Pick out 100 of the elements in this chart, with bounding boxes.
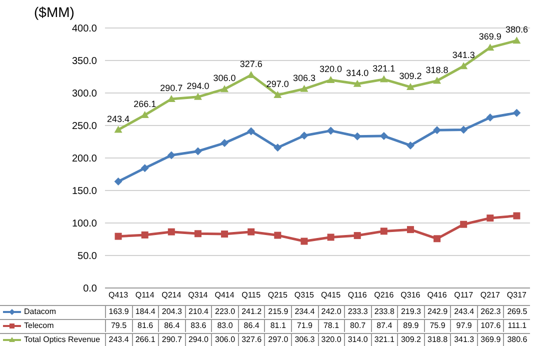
point — [353, 80, 362, 87]
point — [274, 144, 282, 152]
point — [247, 127, 256, 136]
point — [194, 230, 202, 238]
text: 306.3 — [292, 72, 316, 83]
x-tick-label: Q416 — [427, 290, 448, 300]
data-label: 71.9 — [292, 320, 318, 332]
point — [326, 76, 335, 83]
data-label: 297.0 — [265, 334, 291, 346]
point — [221, 230, 228, 238]
point — [300, 238, 308, 245]
data-label: 242.0 — [318, 306, 344, 318]
text: 297.0 — [266, 78, 289, 89]
data-label: 321.1 — [372, 334, 398, 346]
point — [460, 220, 468, 228]
data-label: 81.6 — [132, 320, 158, 332]
y-axis-title: ($MM) — [34, 4, 74, 20]
y-tick-label: 150.0 — [72, 186, 98, 198]
y-tick-label: 0.0 — [83, 284, 98, 295]
text: 341.3 — [452, 50, 475, 60]
data-label: 320.0 — [318, 334, 344, 346]
x-tick-label: Q214 — [162, 290, 182, 300]
data-label: 269.5 — [504, 306, 530, 318]
point — [140, 164, 149, 172]
point — [274, 90, 282, 98]
point — [274, 232, 282, 239]
text: 309.2 — [399, 71, 422, 82]
data-label: 327.6 — [238, 334, 264, 346]
x-tick-label: Q115 — [242, 290, 262, 300]
x-tick-label: Q413 — [108, 290, 129, 300]
text: 320.0 — [320, 64, 342, 74]
data-label: 184.4 — [132, 306, 158, 318]
y-tick-label: 50.0 — [78, 251, 98, 262]
data-label: 243.4 — [451, 306, 477, 318]
point — [327, 234, 334, 241]
point — [194, 147, 202, 156]
text: 318.8 — [426, 64, 448, 75]
point — [513, 212, 520, 220]
point — [353, 132, 362, 140]
text: 327.6 — [240, 59, 262, 70]
data-label: 219.3 — [398, 306, 424, 318]
text: 321.1 — [372, 63, 396, 74]
point — [406, 141, 414, 150]
x-tick-label: Q114 — [135, 290, 155, 300]
data-label: 290.7 — [159, 334, 185, 346]
data-label: 210.4 — [186, 306, 212, 318]
point — [380, 75, 388, 82]
legend-label: Telecom — [24, 321, 54, 330]
point — [433, 76, 442, 84]
x-tick-label: Q217 — [480, 290, 500, 300]
data-label: 233.8 — [372, 306, 398, 318]
data-label: 242.9 — [424, 306, 450, 318]
x-tick-label: Q316 — [400, 290, 421, 300]
text: 380.6 — [505, 24, 528, 35]
data-label: 306.3 — [292, 334, 318, 346]
x-tick-label: Q117 — [454, 290, 474, 300]
data-label: 266.1 — [132, 334, 158, 346]
data-label: 81.1 — [265, 320, 291, 332]
data-label: 341.3 — [451, 334, 477, 346]
point — [168, 228, 175, 236]
point — [486, 214, 494, 222]
x-tick-label: Q415 — [320, 290, 342, 300]
y-tick-label: 100.0 — [72, 218, 98, 230]
point — [220, 85, 229, 92]
data-label: 223.0 — [212, 306, 238, 318]
data-label: 83.0 — [212, 320, 238, 332]
data-label: 318.8 — [424, 334, 450, 346]
data-label: 83.6 — [186, 320, 212, 332]
y-tick-label: 350.0 — [72, 56, 98, 68]
legend-label: Datacom — [24, 307, 56, 316]
x-tick-label: Q317 — [506, 290, 528, 300]
point — [114, 126, 122, 133]
data-label: 380.6 — [504, 334, 530, 346]
point — [512, 108, 521, 117]
x-tick-label: Q315 — [294, 290, 315, 300]
data-label: 233.3 — [345, 306, 371, 318]
data-label: 294.0 — [186, 334, 212, 346]
data-label: 243.4 — [106, 334, 132, 346]
text: 243.4 — [107, 114, 130, 124]
point — [406, 226, 414, 234]
y-tick-label: 200.0 — [72, 154, 98, 165]
data-label: 75.9 — [424, 320, 450, 332]
data-label: 107.6 — [478, 320, 504, 332]
point — [300, 132, 308, 140]
point — [354, 232, 361, 240]
text: 306.0 — [213, 73, 236, 84]
data-label: 86.4 — [238, 320, 264, 332]
text: 314.0 — [346, 68, 369, 78]
data-label: 87.4 — [372, 320, 398, 332]
point — [434, 235, 441, 242]
point — [326, 126, 335, 135]
point — [460, 62, 468, 70]
data-label: 369.9 — [478, 334, 504, 346]
y-tick-label: 250.0 — [72, 121, 98, 132]
point — [486, 114, 494, 122]
data-label: 80.7 — [345, 320, 371, 332]
x-tick-label: Q116 — [348, 290, 368, 300]
data-label: 97.9 — [451, 320, 477, 332]
point — [380, 228, 388, 235]
point — [406, 83, 414, 90]
